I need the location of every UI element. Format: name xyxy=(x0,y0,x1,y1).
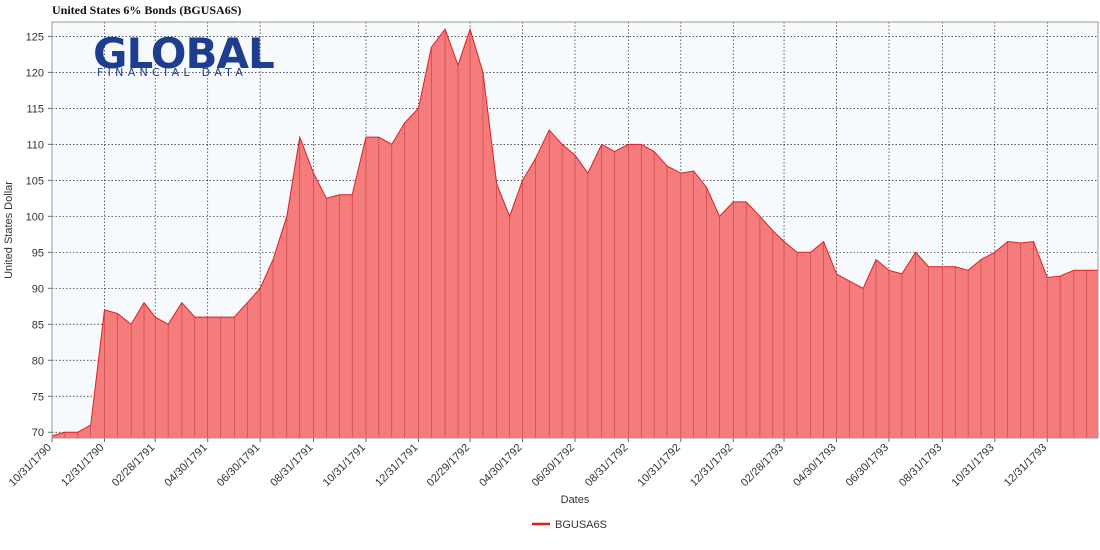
x-tick-label: 04/30/1793 xyxy=(791,442,838,489)
x-tick-label: 12/31/1793 xyxy=(1002,442,1049,489)
x-tick-label: 06/30/1792 xyxy=(530,442,577,489)
x-tick-label: 12/31/1790 xyxy=(59,442,106,489)
x-tick-label: 02/28/1791 xyxy=(110,442,157,489)
x-tick-label: 08/31/1792 xyxy=(583,442,630,489)
x-axis-label: Dates xyxy=(561,494,590,506)
chart-title: United States 6% Bonds (BGUSA6S) xyxy=(52,3,241,17)
plot-border xyxy=(51,21,1099,439)
y-tick-label: 115 xyxy=(26,103,44,115)
x-tick-label: 06/30/1791 xyxy=(215,442,262,489)
logo-subtitle: FINANCIAL DATA xyxy=(97,66,247,79)
area-outline xyxy=(51,27,1098,437)
y-tick-label: 85 xyxy=(32,319,44,331)
y-tick-label: 95 xyxy=(32,247,44,259)
legend-label: BGUSA6S xyxy=(555,519,607,531)
x-tick-label: 08/31/1791 xyxy=(268,442,315,489)
legend: BGUSA6S xyxy=(532,519,607,531)
y-tick-label: 120 xyxy=(26,67,44,79)
y-tick-label: 100 xyxy=(26,211,44,223)
y-tick-label: 80 xyxy=(32,355,44,367)
x-tick-label: 04/30/1791 xyxy=(162,442,209,489)
x-tick-label: 08/31/1793 xyxy=(897,442,944,489)
x-tick-label: 02/28/1793 xyxy=(739,442,786,489)
x-tick-label: 10/31/1792 xyxy=(636,442,683,489)
x-tick-label: 12/31/1792 xyxy=(688,442,735,489)
y-tick-label: 90 xyxy=(32,283,44,295)
y-tick-label: 110 xyxy=(26,139,44,151)
logo: GLOBAL xyxy=(93,29,274,78)
y-tick-label: 70 xyxy=(32,427,44,439)
y-tick-label: 75 xyxy=(32,391,44,403)
y-tick-label: 105 xyxy=(26,175,44,187)
y-axis-label: United States Dollar xyxy=(3,181,15,279)
y-tick-label: 125 xyxy=(26,31,44,43)
x-tick-label: 02/29/1792 xyxy=(425,442,472,489)
x-tick-label: 06/30/1793 xyxy=(844,442,891,489)
x-tick-label: 10/31/1791 xyxy=(321,442,368,489)
x-tick-label: 12/31/1791 xyxy=(373,442,420,489)
x-tick-label: 10/31/1790 xyxy=(7,442,54,489)
x-tick-label: 10/31/1793 xyxy=(949,442,996,489)
x-tick-label: 04/30/1792 xyxy=(477,442,524,489)
